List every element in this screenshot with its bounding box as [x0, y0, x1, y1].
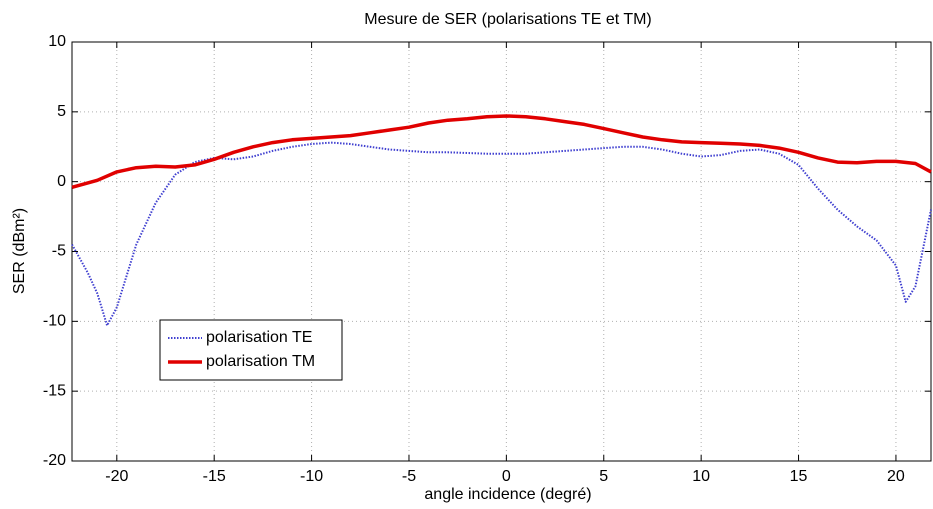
y-tick-label: -20 — [43, 452, 66, 469]
x-tick-label: -5 — [402, 468, 416, 485]
y-tick-label: -10 — [43, 313, 66, 330]
y-tick-label: 10 — [48, 33, 66, 50]
chart-title: Mesure de SER (polarisations TE et TM) — [364, 11, 652, 28]
x-tick-label: 0 — [502, 468, 511, 485]
y-tick-label: -15 — [43, 382, 66, 399]
series-line — [71, 114, 932, 189]
plot-frame — [71, 41, 932, 462]
y-tick-label: 5 — [57, 103, 66, 120]
x-axis-label: angle incidence (degré) — [424, 486, 591, 503]
legend-box — [159, 319, 343, 381]
legend-label: polarisation TM — [206, 353, 315, 370]
x-tick-label: -10 — [300, 468, 323, 485]
y-axis-label: SER (dBm²) — [11, 208, 28, 294]
x-tick-label: -20 — [105, 468, 128, 485]
x-tick-label: 15 — [790, 468, 808, 485]
x-tick-label: 10 — [692, 468, 710, 485]
series-line — [71, 141, 932, 327]
y-tick-label: -5 — [52, 243, 66, 260]
x-tick-label: 5 — [599, 468, 608, 485]
legend-label: polarisation TE — [206, 329, 312, 346]
x-tick-label: 20 — [887, 468, 905, 485]
y-tick-label: 0 — [57, 173, 66, 190]
x-tick-label: -15 — [203, 468, 226, 485]
